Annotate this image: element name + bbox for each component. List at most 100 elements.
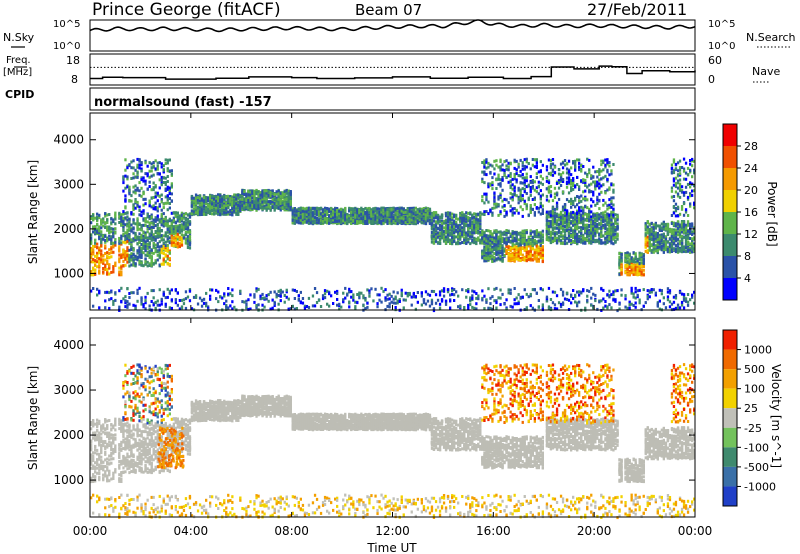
power-echo-cell — [98, 225, 101, 229]
power-echo-cell — [451, 216, 454, 220]
power-echo-cell — [473, 306, 476, 310]
power-echo-cell — [132, 227, 135, 231]
power-echo-cell — [338, 302, 341, 306]
power-echo-cell — [98, 269, 101, 273]
power-echo-cell — [217, 290, 220, 294]
power-echo-cell — [449, 293, 452, 297]
power-echo-cell — [273, 208, 276, 212]
power-echo-cell — [104, 258, 107, 262]
power-echo-cell — [269, 200, 272, 204]
power-echo-cell — [388, 209, 391, 213]
power-echo-cell — [263, 189, 266, 193]
power-echo-cell — [114, 230, 117, 234]
power-echo-cell — [158, 240, 161, 244]
power-echo-cell — [94, 260, 97, 264]
power-echo-cell — [430, 298, 434, 302]
power-echo-cell — [283, 202, 286, 206]
power-echo-cell — [164, 176, 167, 180]
power-echo-cell — [160, 200, 163, 204]
power-echo-cell — [453, 228, 456, 232]
power-echo-cell — [267, 194, 270, 198]
nsky-tick-bottom: 10^0 — [53, 41, 80, 52]
power-echo-cell — [170, 222, 173, 226]
power-echo-cell — [221, 203, 224, 207]
power-echo-cell — [330, 294, 333, 298]
power-echo-cell — [251, 200, 254, 204]
power-echo-cell — [144, 223, 147, 227]
power-echo-cell — [160, 208, 163, 212]
power-echo-cell — [446, 238, 450, 242]
power-echo-cell — [487, 234, 490, 238]
power-echo-cell — [237, 213, 240, 216]
power-echo-cell — [150, 188, 153, 192]
power-echo-cell — [374, 206, 377, 210]
power-echo-cell — [104, 240, 107, 244]
power-echo-cell — [378, 213, 381, 217]
power-echo-cell — [128, 199, 131, 202]
power-echo-cell — [170, 172, 173, 176]
power-echo-cell — [469, 235, 472, 239]
power-echo-cell — [463, 307, 466, 311]
power-echo-cell — [184, 241, 188, 245]
power-echo-cell — [166, 167, 169, 171]
power-echo-cell — [396, 215, 399, 219]
power-echo-cell — [120, 219, 123, 223]
power-echo-cell — [209, 195, 212, 199]
power-echo-cell — [198, 207, 202, 211]
power-echo-cell — [140, 263, 143, 267]
power-echo-cell — [126, 303, 129, 307]
power-echo-cell — [124, 174, 127, 178]
power-echo-cell — [350, 222, 353, 225]
power-echo-cell — [430, 231, 434, 234]
station-title: Prince George (fitACF) — [92, 0, 281, 20]
power-echo-cell — [178, 244, 181, 248]
power-echo-cell — [110, 245, 113, 249]
power-echo-cell — [134, 188, 137, 192]
power-echo-cell — [344, 211, 347, 215]
power-echo-cell — [400, 291, 403, 295]
power-echo-cell — [194, 294, 198, 298]
power-echo-cell — [136, 225, 139, 229]
power-echo-cell — [138, 213, 141, 217]
power-echo-cell — [485, 259, 488, 263]
power-echo-cell — [124, 252, 127, 255]
power-echo-cell — [152, 196, 155, 199]
power-echo-cell — [249, 293, 252, 297]
power-echo-cell — [279, 198, 282, 202]
power-echo-cell — [154, 261, 157, 265]
power-echo-cell — [120, 256, 123, 260]
power-echo-cell — [148, 185, 151, 188]
power-echo-cell — [106, 251, 109, 255]
power-echo-cell — [263, 196, 266, 200]
power-echo-cell — [188, 241, 192, 245]
power-echo-cell — [330, 221, 333, 225]
power-echo-cell — [358, 291, 361, 295]
power-echo-cell — [360, 208, 363, 212]
power-echo-cell — [299, 208, 302, 212]
power-echo-cell — [132, 237, 135, 241]
power-echo-cell — [487, 165, 490, 169]
power-echo-cell — [166, 208, 169, 212]
power-echo-cell — [265, 207, 268, 211]
power-echo-cell — [487, 212, 490, 216]
power-echo-cell — [104, 306, 107, 310]
power-echo-cell — [265, 205, 268, 209]
power-echo-cell — [471, 213, 474, 217]
power-echo-cell — [416, 300, 419, 304]
power-echo-cell — [134, 304, 137, 308]
freq-panel: Freq. [MHz] CPID 18 8 60 0 Nave — [3, 53, 780, 101]
power-echo-cell — [96, 246, 99, 250]
power-echo-cell — [112, 235, 115, 239]
power-echo-cell — [124, 211, 127, 215]
power-echo-cell — [267, 299, 270, 303]
power-echo-cell — [356, 301, 359, 305]
power-echo-cell — [172, 241, 175, 245]
power-echo-cell — [229, 304, 232, 308]
power-echo-cell — [160, 198, 163, 201]
power-echo-cell — [211, 288, 214, 292]
power-echo-cell — [438, 302, 442, 306]
power-echo-cell — [255, 196, 258, 200]
power-echo-cell — [315, 207, 319, 210]
power-echo-cell — [170, 241, 173, 245]
power-echo-cell — [92, 258, 95, 261]
